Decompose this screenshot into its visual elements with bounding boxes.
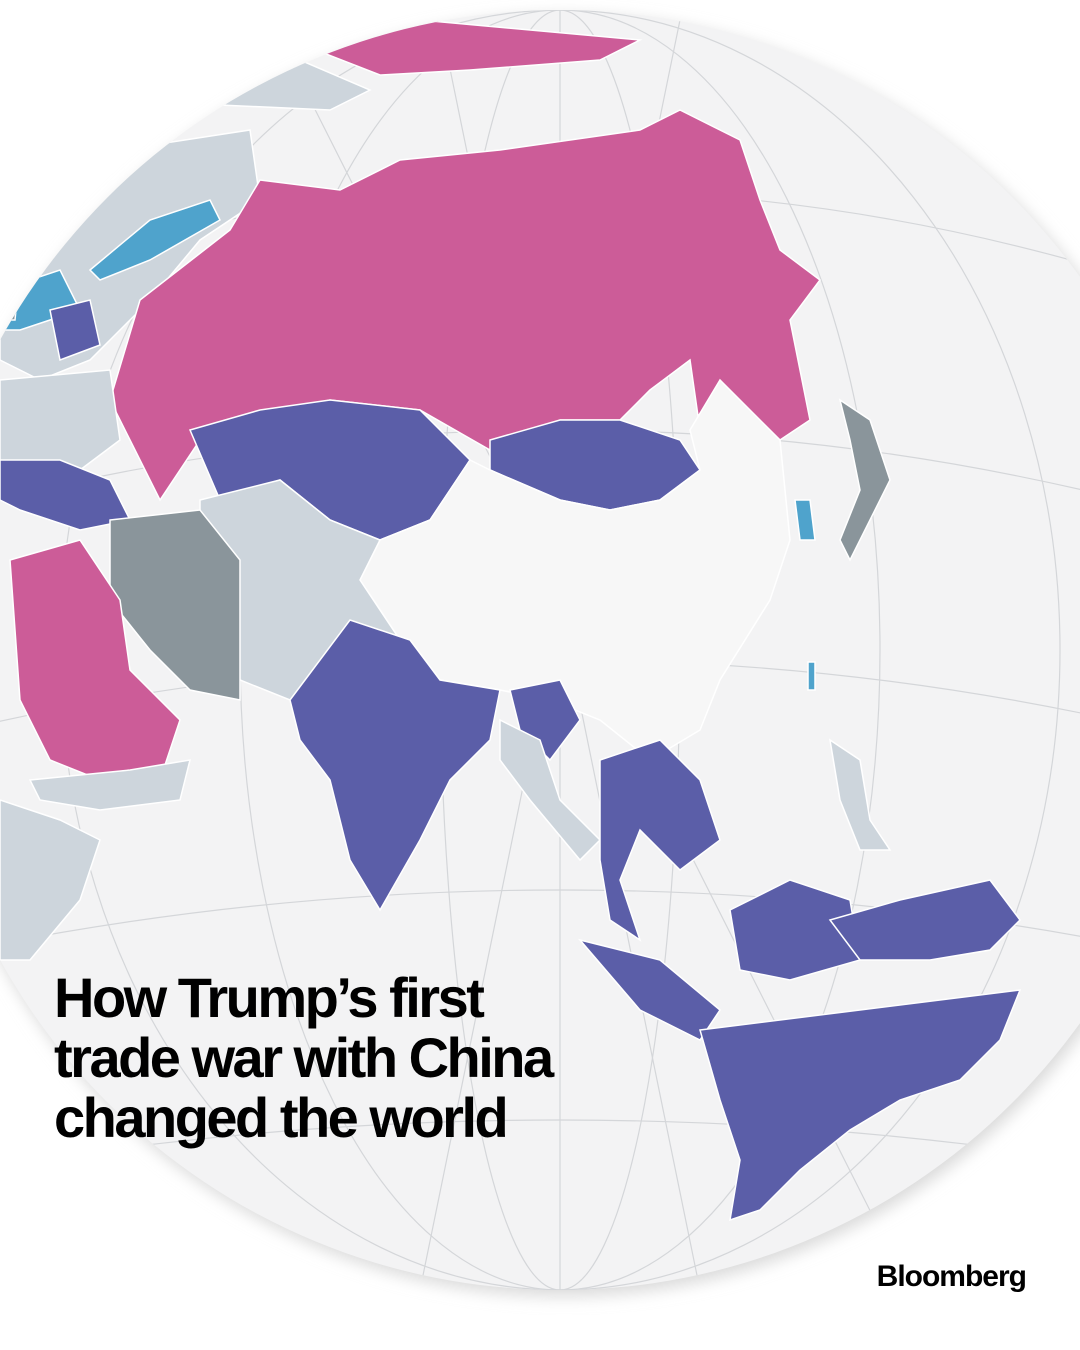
- headline-line: How Trump’s first: [54, 966, 485, 1029]
- brand-logo: Bloomberg: [876, 1260, 1027, 1293]
- countries: [0, 19, 1022, 1222]
- headline-line: changed the world: [54, 1086, 509, 1149]
- headline-line: trade war with China: [54, 1026, 554, 1089]
- headline: How Trump’s first trade war with China c…: [54, 966, 554, 1149]
- globe-content: [0, 10, 1080, 1290]
